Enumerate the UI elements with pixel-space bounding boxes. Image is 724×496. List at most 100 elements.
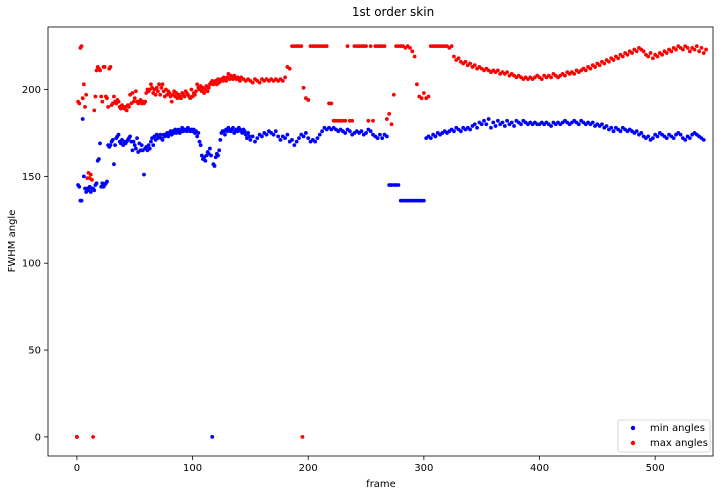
data-point-min-angles xyxy=(203,158,208,163)
y-tick-label: 0 xyxy=(35,432,41,443)
data-point-max-angles xyxy=(106,104,111,109)
data-point-min-angles xyxy=(231,125,235,130)
data-point-min-angles xyxy=(195,134,200,139)
data-point-max-angles xyxy=(324,44,329,49)
data-point-min-angles xyxy=(611,129,616,134)
data-point-min-angles xyxy=(294,139,299,144)
data-point-max-angles xyxy=(132,96,137,101)
data-point-max-angles xyxy=(88,172,93,177)
data-point-max-angles xyxy=(410,49,415,54)
data-point-max-angles xyxy=(250,80,255,85)
data-point-min-angles xyxy=(683,137,688,142)
data-point-min-angles xyxy=(248,137,253,142)
data-point-max-angles xyxy=(306,98,311,102)
data-point-max-angles xyxy=(563,73,567,78)
data-point-max-angles xyxy=(79,44,84,49)
legend-marker-min-angles xyxy=(630,425,636,431)
data-point-min-angles xyxy=(278,137,283,142)
data-point-min-angles xyxy=(493,124,498,128)
data-point-max-angles xyxy=(189,87,194,92)
data-point-min-angles xyxy=(113,143,117,148)
y-tick-label: 200 xyxy=(22,85,41,96)
data-point-min-angles xyxy=(491,120,496,125)
data-point-min-angles xyxy=(639,131,644,135)
data-point-min-angles xyxy=(475,125,479,130)
plot-area xyxy=(47,26,714,457)
data-point-max-angles xyxy=(701,51,706,55)
data-point-max-angles xyxy=(495,68,500,73)
data-point-min-angles xyxy=(247,134,252,139)
data-point-max-angles xyxy=(368,44,373,49)
data-point-min-angles xyxy=(315,136,320,141)
data-point-min-angles xyxy=(255,136,260,141)
data-point-max-angles xyxy=(206,85,211,90)
data-point-min-angles xyxy=(166,134,171,139)
data-point-max-angles xyxy=(364,44,368,49)
data-point-max-angles xyxy=(154,85,159,90)
data-point-max-angles xyxy=(167,91,172,95)
data-point-min-angles xyxy=(92,188,97,193)
data-point-min-angles xyxy=(304,131,308,135)
data-point-max-angles xyxy=(194,89,198,94)
data-point-max-angles xyxy=(421,91,426,95)
data-point-max-angles xyxy=(81,82,86,87)
data-point-min-angles xyxy=(650,136,655,141)
data-point-max-angles xyxy=(505,70,510,75)
data-point-max-angles xyxy=(646,54,651,59)
data-point-max-angles xyxy=(408,45,412,50)
data-point-max-angles xyxy=(572,71,577,76)
data-point-min-angles xyxy=(479,122,484,127)
data-point-max-angles xyxy=(287,66,292,71)
data-point-min-angles xyxy=(139,143,144,148)
data-point-min-angles xyxy=(210,434,215,439)
x-axis-label: frame xyxy=(366,479,396,490)
data-point-max-angles xyxy=(382,44,387,49)
x-tick-label: 100 xyxy=(183,463,202,474)
data-point-min-angles xyxy=(96,157,101,161)
data-point-max-angles xyxy=(195,82,200,87)
data-point-max-angles xyxy=(549,75,553,80)
data-point-min-angles xyxy=(505,118,510,123)
data-point-min-angles xyxy=(285,132,290,137)
data-points xyxy=(75,44,708,439)
data-point-max-angles xyxy=(456,56,461,61)
data-point-max-angles xyxy=(205,89,210,94)
data-point-max-angles xyxy=(75,434,79,439)
data-point-max-angles xyxy=(160,82,165,87)
data-point-max-angles xyxy=(80,96,85,101)
data-point-min-angles xyxy=(468,127,473,132)
data-point-min-angles xyxy=(359,129,364,134)
data-point-min-angles xyxy=(484,122,489,127)
data-point-min-angles xyxy=(271,132,276,137)
data-point-min-angles xyxy=(218,137,223,142)
data-point-min-angles xyxy=(486,117,491,121)
data-point-min-angles xyxy=(94,181,99,186)
data-point-min-angles xyxy=(273,129,278,134)
data-point-max-angles xyxy=(648,51,653,55)
data-point-max-angles xyxy=(641,49,646,54)
data-point-max-angles xyxy=(371,118,375,123)
data-point-min-angles xyxy=(209,153,213,158)
data-point-min-angles xyxy=(264,132,269,137)
data-point-max-angles xyxy=(602,61,607,66)
data-point-min-angles xyxy=(116,132,121,137)
data-point-min-angles xyxy=(396,183,401,187)
data-point-min-angles xyxy=(433,134,438,139)
data-point-min-angles xyxy=(320,129,324,134)
data-point-max-angles xyxy=(452,54,456,59)
data-point-max-angles xyxy=(694,44,699,49)
data-point-max-angles xyxy=(655,54,660,59)
data-point-min-angles xyxy=(198,143,203,148)
data-point-max-angles xyxy=(283,75,287,80)
data-point-min-angles xyxy=(217,148,222,153)
data-point-max-angles xyxy=(664,51,669,55)
data-point-max-angles xyxy=(687,49,692,54)
data-point-min-angles xyxy=(576,122,581,127)
data-point-min-angles xyxy=(604,124,609,128)
data-point-max-angles xyxy=(463,59,468,64)
data-point-min-angles xyxy=(112,162,116,167)
data-point-max-angles xyxy=(224,78,229,83)
data-point-max-angles xyxy=(153,92,158,97)
data-point-max-angles xyxy=(583,68,588,73)
